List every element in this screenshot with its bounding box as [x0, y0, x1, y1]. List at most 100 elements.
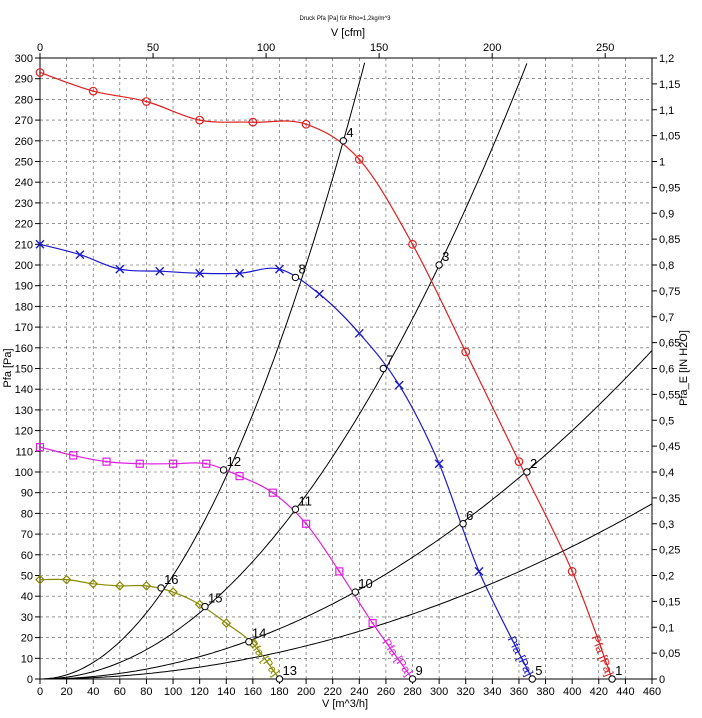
operating-point-label: 2 — [530, 456, 537, 471]
operating-point-marker — [528, 675, 536, 683]
y2-tick-label: 0,1 — [659, 622, 674, 634]
operating-points: 4 3 2 1 8 7 6 5 12 11 10 9 16 15 14 13 — [157, 125, 622, 683]
operating-point-label: 9 — [416, 663, 423, 678]
y-tick-label: 0 — [27, 674, 33, 686]
data-point-square-dot — [271, 491, 274, 494]
data-point-circle — [514, 457, 524, 467]
data-point-square-dot — [371, 622, 374, 625]
y-tick-label: 130 — [15, 405, 33, 417]
x-tick-label: 160 — [244, 686, 262, 698]
y-tick-label: 70 — [21, 529, 33, 541]
data-point-square — [168, 459, 178, 468]
y-tick-label: 150 — [15, 364, 33, 376]
y-tick-label: 290 — [15, 74, 33, 86]
grid — [35, 53, 657, 684]
operating-point-marker — [201, 602, 209, 611]
x-tick-label: 120 — [190, 686, 208, 698]
tick-labels: 0 20 40 60 80 100 120 140 160 180 200 220 240 260 280 3… — [15, 42, 681, 698]
operating-point-label: 8 — [298, 261, 305, 276]
operating-point-label: 10 — [358, 576, 372, 591]
data-point-diamond — [114, 581, 125, 591]
x-tick-label: 80 — [140, 686, 152, 698]
data-point-diamond — [35, 574, 45, 585]
x-tick-label: 200 — [297, 686, 315, 698]
data-point-circle — [142, 97, 151, 106]
y2-tick-label: 0,85 — [659, 234, 680, 246]
data-point-circle — [567, 566, 577, 576]
series-line — [39, 71, 613, 680]
data-point-cross — [274, 264, 284, 274]
x-tick-label: 300 — [430, 686, 448, 698]
operating-point-marker — [291, 505, 300, 513]
operating-point-marker — [608, 675, 616, 683]
data-point-square-dot — [105, 460, 108, 463]
y-tick-label: 230 — [15, 198, 33, 210]
data-point-dot — [305, 123, 308, 126]
data-point-circle — [354, 155, 364, 164]
y2-tick-label: 0 — [659, 674, 665, 686]
y2-tick-label: 0,55 — [659, 389, 680, 401]
data-point-circle — [248, 117, 258, 127]
series-label: Pfa [Pa] — [379, 636, 415, 679]
x-tick-label: 400 — [563, 686, 581, 698]
y-tick-label: 300 — [15, 53, 33, 65]
data-point-cross — [354, 328, 364, 338]
operating-point-marker — [523, 468, 531, 476]
y-axis-title: Pfa [Pa] — [2, 348, 14, 387]
system-curve — [40, 503, 653, 680]
x2-tick-label: 50 — [147, 42, 159, 54]
operating-point-marker — [157, 584, 165, 592]
data-point-diamond — [61, 574, 72, 585]
x2-tick-label: 250 — [596, 42, 614, 54]
x-tick-label: 180 — [270, 686, 288, 698]
y2-tick-label: 1,15 — [659, 79, 680, 91]
data-point-square — [102, 457, 111, 466]
operating-point-marker — [339, 137, 348, 145]
operating-point-marker — [435, 261, 443, 269]
data-point-square-dot — [238, 475, 241, 478]
operating-point-label: 1 — [615, 663, 622, 678]
x-tick-label: 20 — [60, 686, 72, 698]
operating-point-label: 11 — [298, 493, 312, 508]
data-point-dot — [464, 350, 467, 353]
y-tick-label: 210 — [15, 239, 33, 251]
data-point-square-dot — [138, 462, 141, 465]
x-tick-label: 280 — [403, 686, 421, 698]
y-tick-label: 180 — [15, 301, 33, 313]
x-tick-label: 360 — [510, 686, 528, 698]
y-tick-label: 160 — [15, 343, 33, 355]
x-tick-label: 320 — [457, 686, 475, 698]
data-point-square — [202, 459, 211, 468]
y2-tick-label: 0,45 — [659, 441, 680, 453]
data-point-circle — [408, 239, 417, 249]
data-point-circle — [461, 347, 471, 357]
y-tick-label: 110 — [15, 446, 33, 458]
y-tick-label: 30 — [21, 612, 33, 624]
operating-point-label: 16 — [164, 572, 178, 587]
y2-tick-label: 0,65 — [659, 338, 680, 350]
y-tick-label: 140 — [15, 384, 33, 396]
x2-tick-label: 150 — [370, 42, 388, 54]
y-tick-label: 20 — [21, 633, 33, 645]
series-label: Pfa [Pa] — [588, 633, 616, 678]
y-tick-label: 240 — [15, 177, 33, 189]
data-point-circle — [88, 86, 98, 96]
operating-point-label: 12 — [227, 454, 241, 469]
data-point-cross — [394, 380, 404, 390]
data-point-cross — [75, 250, 85, 260]
operating-point-marker — [351, 588, 360, 596]
y-tick-label: 200 — [15, 260, 33, 272]
data-point-cross — [474, 566, 484, 576]
data-point-square-dot — [338, 570, 341, 573]
data-point-cross — [35, 239, 45, 249]
system-curve — [40, 63, 528, 680]
y-tick-label: 280 — [15, 94, 33, 106]
x-tick-label: 140 — [217, 686, 235, 698]
y-tick-label: 190 — [15, 281, 33, 293]
series-line — [39, 243, 533, 680]
x2-axis-title: V [cfm] — [331, 27, 365, 39]
data-point-dot — [358, 158, 361, 161]
y-tick-label: 170 — [15, 322, 33, 334]
data-point-square — [268, 488, 277, 497]
system-curve — [40, 62, 366, 680]
